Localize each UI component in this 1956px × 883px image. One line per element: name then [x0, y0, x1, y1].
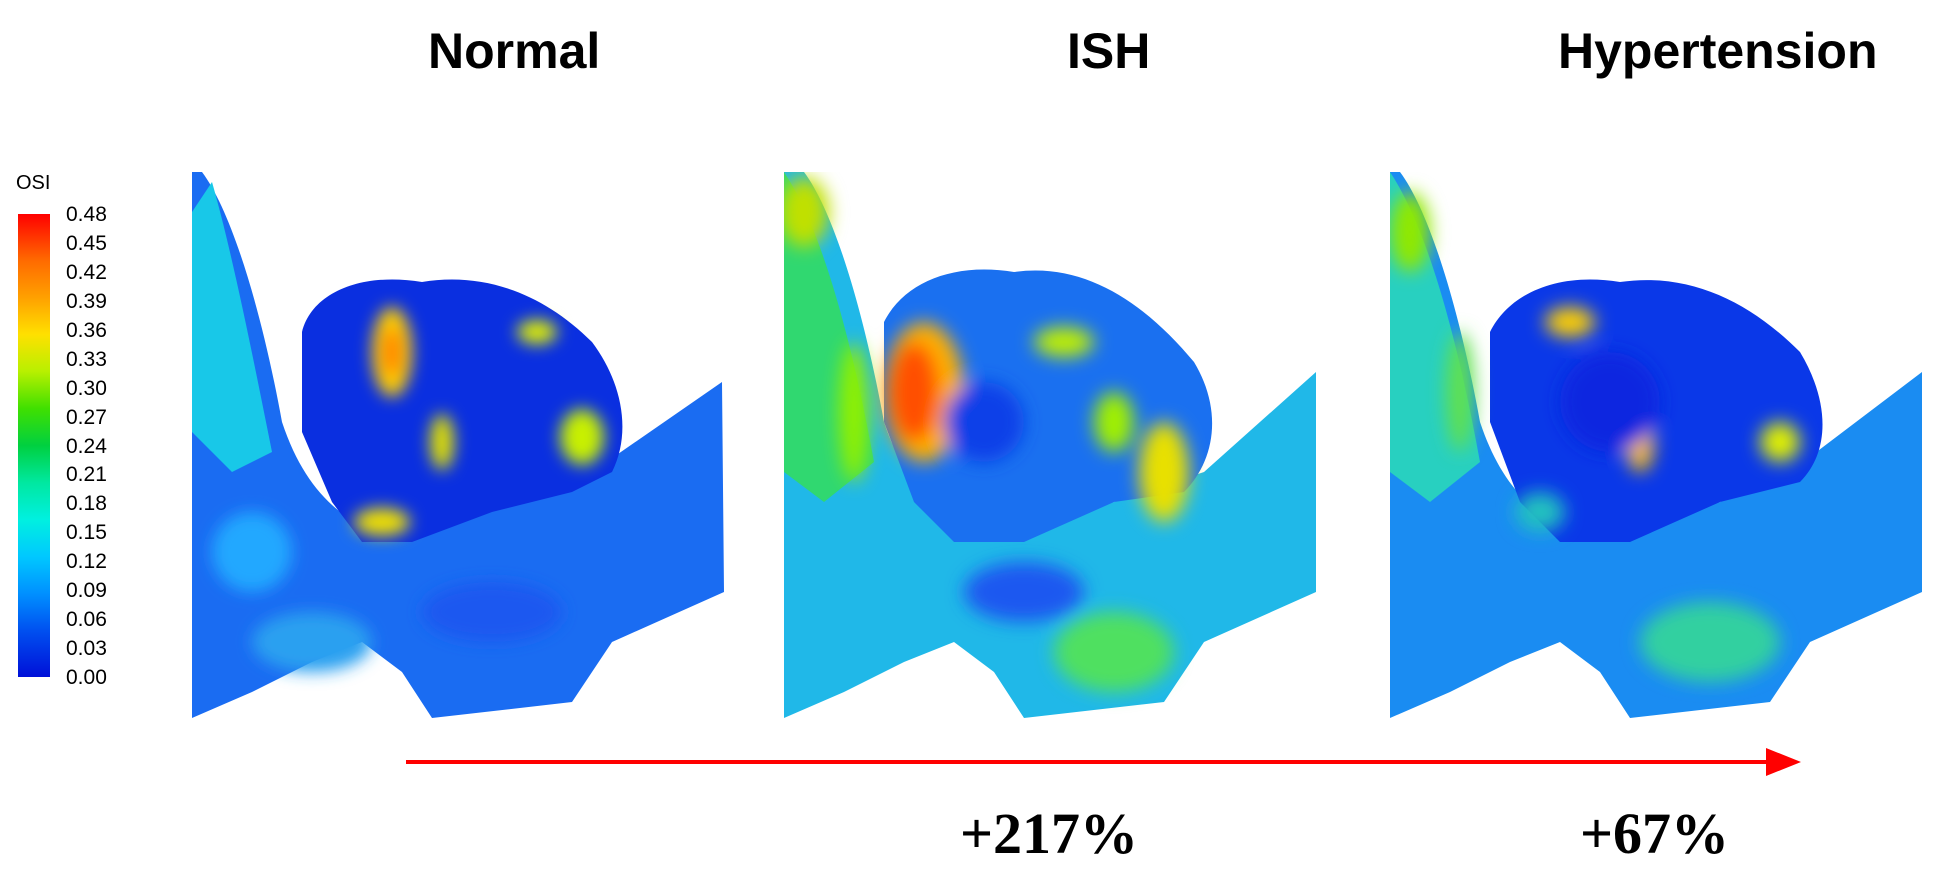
- colorbar-tick: 0.48: [66, 203, 107, 226]
- colorbar-title: OSI: [16, 172, 51, 194]
- colorbar-tick: 0.09: [66, 579, 107, 603]
- colorbar-tick: 0.27: [66, 405, 107, 429]
- panel-hypertension: [1390, 172, 1922, 718]
- colorbar-tick: 0.03: [66, 637, 107, 661]
- colorbar-tick: 0.24: [66, 434, 107, 458]
- colorbar-tick: 0.33: [66, 347, 107, 371]
- colorbar-tick: 0.21: [66, 463, 107, 487]
- vessel-normal-image: [192, 172, 724, 718]
- colorbar-tick: 0.00: [66, 666, 107, 689]
- title-ish: ISH: [1067, 23, 1151, 79]
- colorbar-tick: 0.42: [66, 260, 107, 284]
- colorbar-tick: 0.39: [66, 289, 107, 313]
- colorbar-tick: 0.36: [66, 318, 107, 342]
- trend-arrow-head: [1766, 748, 1801, 776]
- colorbar-tick: 0.06: [66, 608, 107, 632]
- trend-arrow: [406, 748, 1801, 776]
- title-hypertension: Hypertension: [1558, 23, 1878, 79]
- vessel-ish-image: [784, 172, 1316, 718]
- colorbar-tick: 0.12: [66, 550, 107, 574]
- change-hypertension: +67%: [1580, 801, 1730, 866]
- title-normal: Normal: [428, 23, 601, 79]
- colorbar-tick: 0.30: [66, 376, 107, 400]
- vessel-hypertension-image: [1390, 172, 1922, 718]
- panel-normal: [192, 172, 724, 718]
- colorbar-tick: 0.18: [66, 492, 107, 516]
- colorbar-tick: 0.15: [66, 521, 107, 545]
- panel-ish: [784, 172, 1316, 718]
- change-ish: +217%: [960, 801, 1139, 866]
- colorbar-tick: 0.45: [66, 231, 107, 255]
- colorbar: [18, 214, 50, 677]
